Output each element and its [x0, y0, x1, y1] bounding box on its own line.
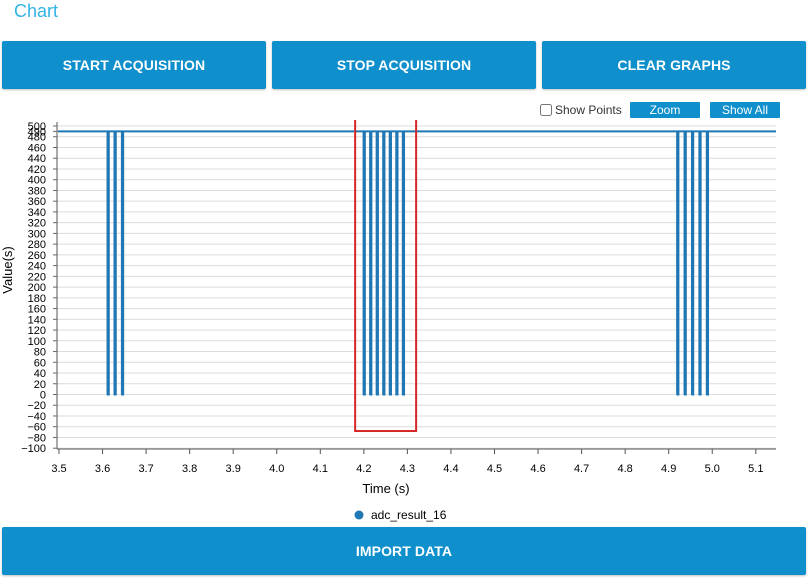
- x-ticks: 3.5 3.6 3.7 3.8 3.9 4.0 4.1 4.2 4.3 4.4 4.5 4.6 4.7 4…: [51, 449, 763, 475]
- y-tick-label: 360: [28, 196, 46, 208]
- y-tick-label: 300: [28, 228, 46, 240]
- y-ticks: 5004904804604404204003803603403203002802…: [21, 121, 57, 455]
- x-axis-title: Time (s): [362, 481, 409, 496]
- y-tick-label: 340: [28, 207, 46, 219]
- y-tick-label: 60: [34, 357, 46, 369]
- x-tick-label: 4.9: [661, 463, 676, 475]
- y-tick-label: 420: [28, 164, 46, 176]
- x-tick-label: 3.9: [226, 463, 241, 475]
- x-tick-label: 4.0: [269, 463, 284, 475]
- x-tick-label: 3.6: [95, 463, 110, 475]
- y-tick-label: 260: [28, 250, 46, 262]
- y-tick-label: −100: [21, 443, 46, 455]
- panel-title: Chart: [14, 1, 59, 21]
- x-tick-label: 3.7: [138, 463, 153, 475]
- show-points-checkbox[interactable]: [540, 104, 552, 116]
- y-tick-label: 100: [28, 336, 46, 348]
- clear-graphs-button[interactable]: CLEAR GRAPHS: [542, 41, 806, 89]
- y-tick-label: −80: [27, 432, 46, 444]
- legend-label: adc_result_16: [371, 508, 447, 522]
- y-tick-label: 460: [28, 142, 46, 154]
- y-tick-label: 240: [28, 261, 46, 273]
- x-tick-label: 5.0: [705, 463, 720, 475]
- y-tick-label: 180: [28, 293, 46, 305]
- y-tick-label: 320: [28, 218, 46, 230]
- y-tick-label: 160: [28, 304, 46, 316]
- legend[interactable]: adc_result_16: [354, 508, 447, 522]
- highlight-box: [354, 120, 418, 433]
- import-data-button[interactable]: IMPORT DATA: [2, 527, 806, 575]
- y-tick-label: 490: [28, 126, 46, 138]
- y-tick-label: 20: [34, 379, 46, 391]
- y-tick-label: 480: [28, 132, 46, 144]
- highlight-layer: [354, 120, 418, 433]
- show-points-label: Show Points: [555, 103, 622, 117]
- y-axis-title: Value(s): [0, 246, 15, 293]
- y-tick-label: 380: [28, 185, 46, 197]
- y-tick-label: −20: [27, 400, 46, 412]
- y-tick-label: 200: [28, 282, 46, 294]
- y-tick-label: 140: [28, 314, 46, 326]
- y-tick-label: −60: [27, 422, 46, 434]
- y-tick-label: 220: [28, 271, 46, 283]
- series-layer: [58, 130, 776, 396]
- x-tick-label: 4.7: [574, 463, 589, 475]
- x-tick-label: 3.8: [182, 463, 197, 475]
- x-tick-label: 4.5: [487, 463, 502, 475]
- x-tick-label: 4.2: [356, 463, 371, 475]
- y-tick-label: 120: [28, 325, 46, 337]
- x-tick-label: 4.6: [530, 463, 545, 475]
- y-tick-label: −40: [27, 411, 46, 423]
- y-tick-label: 80: [34, 347, 46, 359]
- x-tick-label: 4.4: [443, 463, 458, 475]
- y-tick-label: 500: [28, 121, 46, 133]
- x-tick-label: 3.5: [51, 463, 66, 475]
- legend-marker: [354, 510, 364, 520]
- start-acquisition-button[interactable]: START ACQUISITION: [2, 41, 266, 89]
- zoom-button[interactable]: Zoom: [630, 102, 700, 118]
- show-all-button[interactable]: Show All: [710, 102, 780, 118]
- x-tick-label: 4.3: [400, 463, 415, 475]
- stop-acquisition-button[interactable]: STOP ACQUISITION: [272, 41, 536, 89]
- y-tick-label: 440: [28, 153, 46, 165]
- y-tick-label: 0: [40, 390, 46, 402]
- x-tick-label: 5.1: [748, 463, 763, 475]
- chart-svg: 5004904804604404204003803603403203002802…: [0, 120, 776, 522]
- show-points-toggle[interactable]: Show Points: [540, 102, 622, 118]
- y-tick-label: 40: [34, 368, 46, 380]
- x-tick-label: 4.1: [313, 463, 328, 475]
- x-tick-label: 4.8: [618, 463, 633, 475]
- y-tick-label: 400: [28, 175, 46, 187]
- y-tick-label: 280: [28, 239, 46, 251]
